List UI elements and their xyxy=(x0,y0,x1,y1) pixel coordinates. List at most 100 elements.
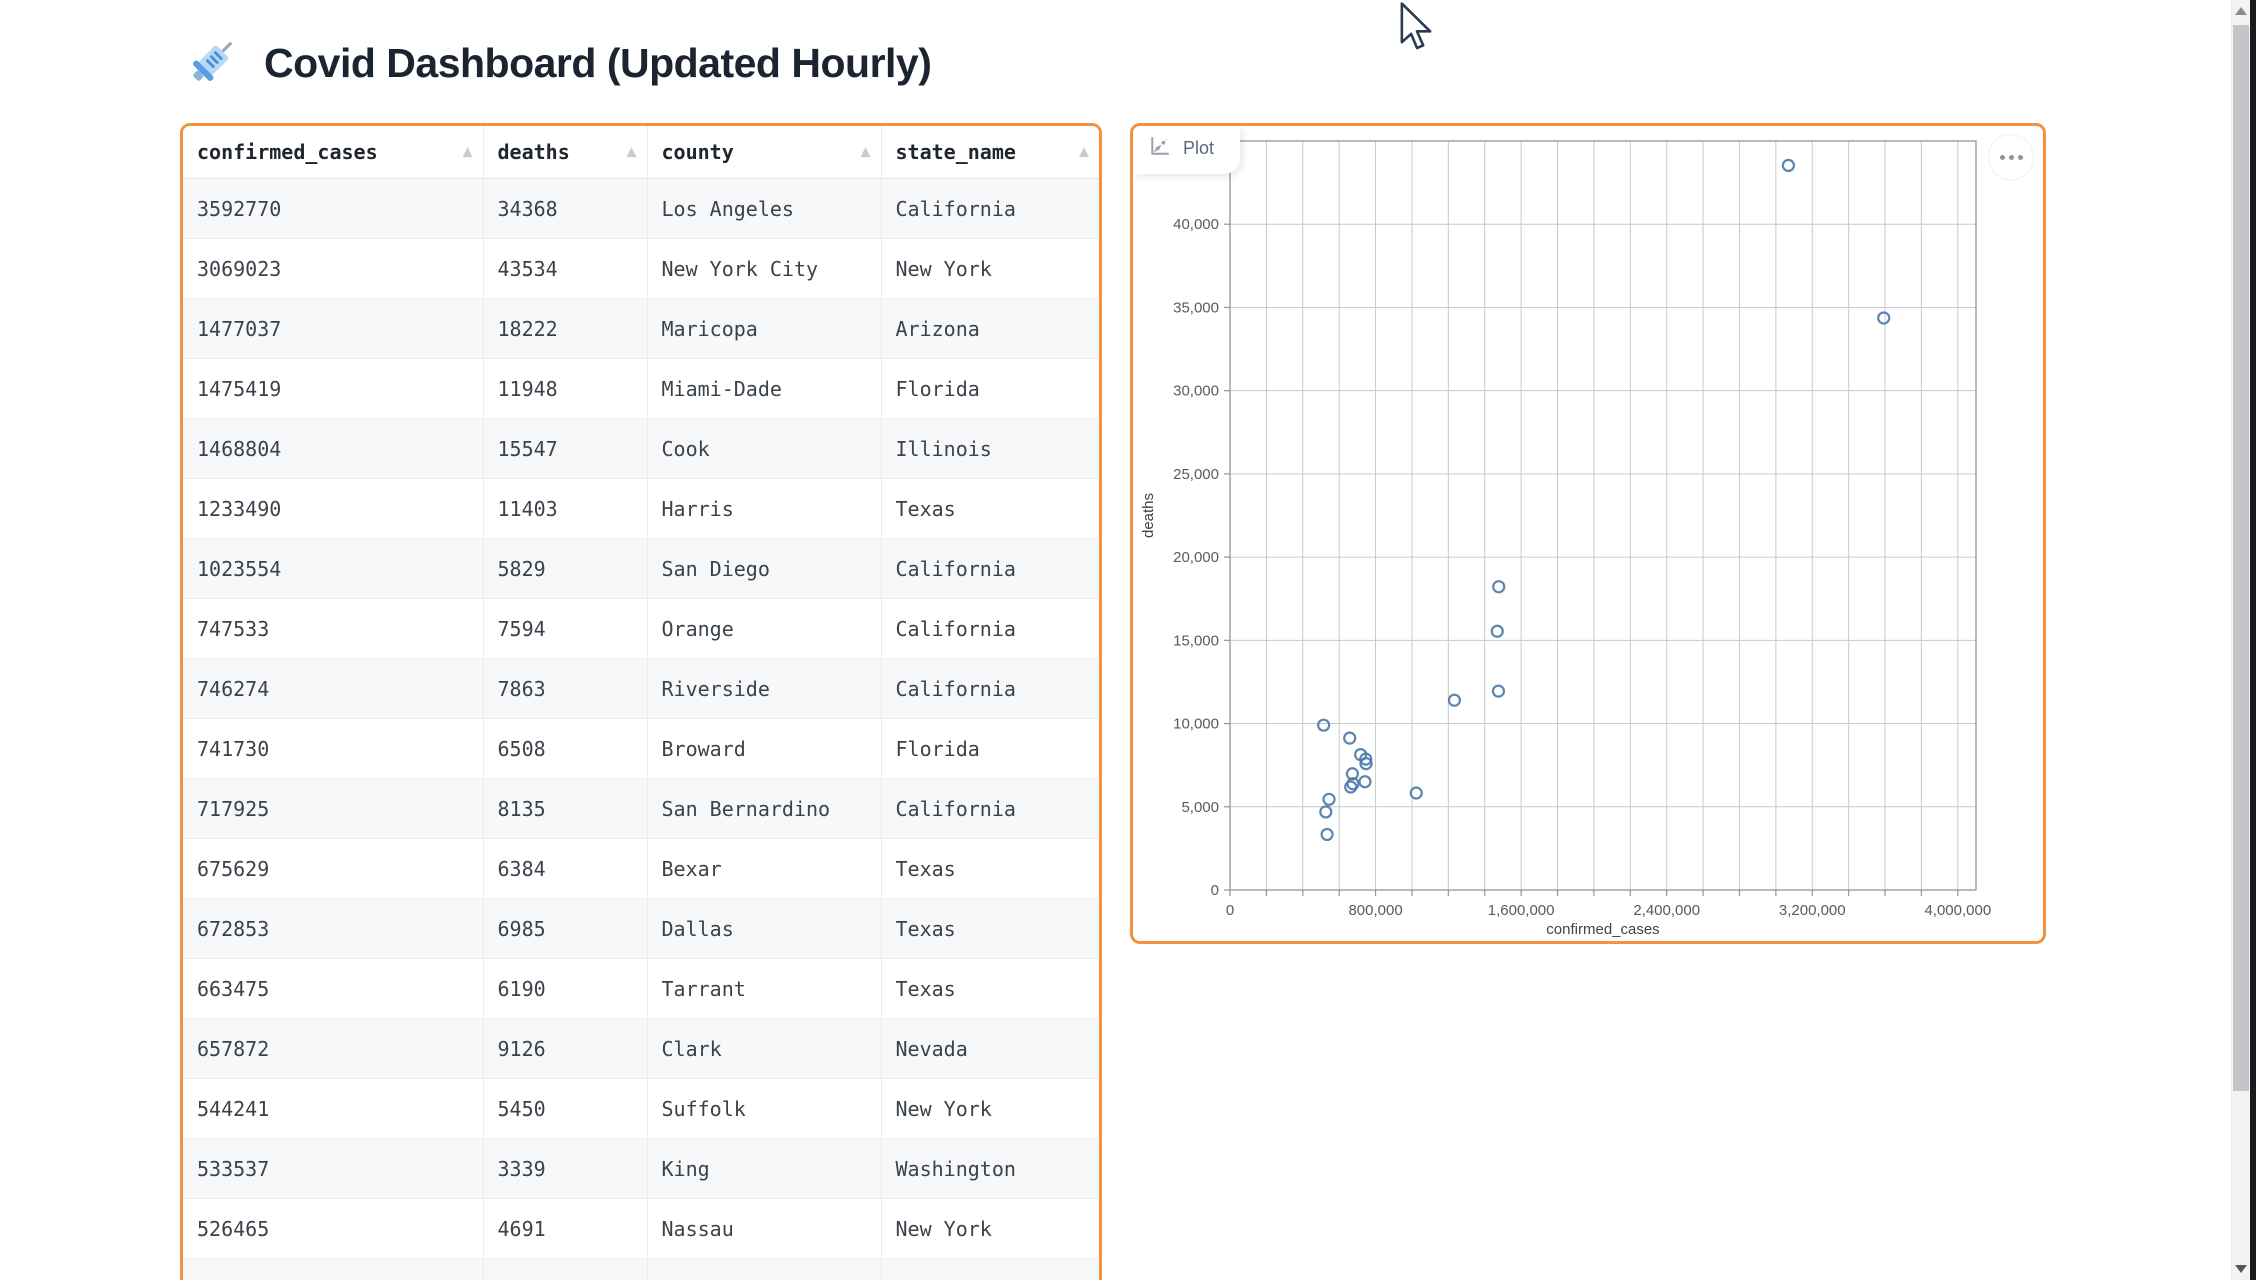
sort-asc-icon[interactable]: ▲ xyxy=(462,144,473,160)
sort-asc-icon[interactable]: ▲ xyxy=(626,144,637,160)
column-header-state_name[interactable]: state_name ▲ xyxy=(881,126,1099,179)
table-row: 717925 8135 San Bernardino California xyxy=(183,778,1099,839)
table-row: 1023554 5829 San Diego California xyxy=(183,538,1099,599)
table-row: 672853 6985 Dallas Texas xyxy=(183,898,1099,959)
cell-deaths: 4691 xyxy=(483,1198,648,1259)
cell-state_name: New York xyxy=(881,238,1099,299)
y-tick-label: 15,000 xyxy=(1173,632,1219,649)
cell-state_name: California xyxy=(881,778,1099,839)
cell-confirmed_cases: 675629 xyxy=(183,838,484,899)
y-tick-label: 35,000 xyxy=(1173,299,1219,316)
data-point xyxy=(1317,718,1331,732)
plot-panel: 0 800,000 1,600,000 2,400,000 3,200,000 4,000… xyxy=(1130,123,2046,944)
cell-county: Dallas xyxy=(647,898,882,959)
vertical-scrollbar[interactable] xyxy=(2231,0,2250,1280)
data-point xyxy=(1447,693,1462,707)
y-tick-label: 20,000 xyxy=(1173,549,1219,566)
x-tick-label: 800,000 xyxy=(1348,902,1402,919)
cell-deaths: 6985 xyxy=(483,898,648,959)
scrollbar-thumb[interactable] xyxy=(2233,25,2249,1091)
cell-confirmed_cases: 1023554 xyxy=(183,538,484,599)
cell-county: Broward xyxy=(647,718,882,779)
page-title: Covid Dashboard (Updated Hourly) xyxy=(264,39,932,86)
column-header-confirmed_cases[interactable]: confirmed_cases ▲ xyxy=(183,126,484,179)
table-row: 533537 3339 King Washington xyxy=(183,1138,1099,1199)
cell-confirmed_cases: 1477037 xyxy=(183,298,484,359)
cell-state_name: Michigan xyxy=(881,1258,1099,1280)
cell-county: Maricopa xyxy=(647,298,882,359)
cell-deaths: 5450 xyxy=(483,1078,648,1139)
scatter-chart-icon xyxy=(1149,135,1171,162)
y-tick-label: 40,000 xyxy=(1173,216,1219,233)
cell-state_name: Illinois xyxy=(881,418,1099,479)
plot-frame xyxy=(1229,140,1977,891)
cell-confirmed_cases: 1475419 xyxy=(183,358,484,419)
cell-state_name: California xyxy=(881,598,1099,659)
table-row: 747533 7594 Orange California xyxy=(183,598,1099,659)
cell-county: Clark xyxy=(647,1018,882,1079)
table-row: 526465 4691 Nassau New York xyxy=(183,1198,1099,1259)
cell-confirmed_cases: 746274 xyxy=(183,658,484,719)
column-label: state_name xyxy=(895,140,1016,164)
scatter-plot: 0 800,000 1,600,000 2,400,000 3,200,000 4,000… xyxy=(1140,140,1991,938)
data-point xyxy=(1345,767,1360,781)
table-header: confirmed_cases ▲ deaths ▲ county ▲ state_name… xyxy=(183,126,1099,179)
cell-confirmed_cases: 747533 xyxy=(183,598,484,659)
data-point xyxy=(1358,775,1372,789)
plot-tab-label: Plot xyxy=(1183,138,1215,158)
covid-table: confirmed_cases ▲ deaths ▲ county ▲ state_name… xyxy=(183,126,1099,1280)
table-row: 1477037 18222 Maricopa Arizona xyxy=(183,298,1099,359)
cell-confirmed_cases: 663475 xyxy=(183,958,484,1019)
syringe-icon xyxy=(186,32,240,95)
table-row: 675629 6384 Bexar Texas xyxy=(183,838,1099,899)
data-point xyxy=(1781,158,1796,173)
sort-asc-icon[interactable]: ▲ xyxy=(860,144,871,160)
data-point xyxy=(1354,747,1368,762)
column-label: confirmed_cases xyxy=(197,140,378,164)
cell-county: Bexar xyxy=(647,838,882,899)
cell-state_name: California xyxy=(881,178,1099,239)
screen-edge xyxy=(2250,0,2256,1280)
cell-state_name: New York xyxy=(881,1078,1099,1139)
table-row: 1475419 11948 Miami-Dade Florida xyxy=(183,358,1099,419)
table-row: 746274 7863 Riverside California xyxy=(183,658,1099,719)
cell-deaths: 34368 xyxy=(483,178,648,239)
cell-county: Wayne xyxy=(647,1258,882,1280)
cell-county: King xyxy=(647,1138,882,1199)
cell-confirmed_cases: 3592770 xyxy=(183,178,484,239)
table-row: 544241 5450 Suffolk New York xyxy=(183,1078,1099,1139)
plot-menu-button[interactable] xyxy=(1988,134,2034,180)
cell-confirmed_cases: 672853 xyxy=(183,898,484,959)
y-tick-label: 10,000 xyxy=(1173,716,1219,733)
cell-county: Riverside xyxy=(647,658,882,719)
sort-asc-icon[interactable]: ▲ xyxy=(1079,144,1089,160)
cell-state_name: Arizona xyxy=(881,298,1099,359)
cell-state_name: Washington xyxy=(881,1138,1099,1199)
table-row: 3592770 34368 Los Angeles California xyxy=(183,178,1099,239)
column-header-county[interactable]: county ▲ xyxy=(647,126,882,179)
x-tick-label: 1,600,000 xyxy=(1488,902,1555,919)
plot-tab[interactable]: Plot xyxy=(1133,126,1241,174)
cell-state_name: Nevada xyxy=(881,1018,1099,1079)
cell-confirmed_cases: 657872 xyxy=(183,1018,484,1079)
data-point xyxy=(1319,805,1333,819)
column-label: deaths xyxy=(497,140,570,164)
data-point xyxy=(1490,624,1504,638)
ellipsis-icon xyxy=(1999,154,2005,160)
table-row: 663475 6190 Tarrant Texas xyxy=(183,958,1099,1019)
cell-confirmed_cases: 544241 xyxy=(183,1078,484,1139)
data-point xyxy=(1343,731,1357,745)
y-tick-label: 25,000 xyxy=(1173,466,1219,483)
cell-deaths: 8135 xyxy=(483,778,648,839)
cell-confirmed_cases: 514512 xyxy=(183,1258,484,1280)
column-header-deaths[interactable]: deaths ▲ xyxy=(483,126,648,179)
cell-deaths: 6508 xyxy=(483,718,648,779)
scroll-up-button[interactable] xyxy=(2232,0,2250,22)
cell-confirmed_cases: 741730 xyxy=(183,718,484,779)
cell-deaths: 3339 xyxy=(483,1138,648,1199)
cell-deaths: 6190 xyxy=(483,958,648,1019)
cell-deaths: 9126 xyxy=(483,1018,648,1079)
cell-state_name: Florida xyxy=(881,718,1099,779)
scroll-down-button[interactable] xyxy=(2232,1258,2250,1280)
